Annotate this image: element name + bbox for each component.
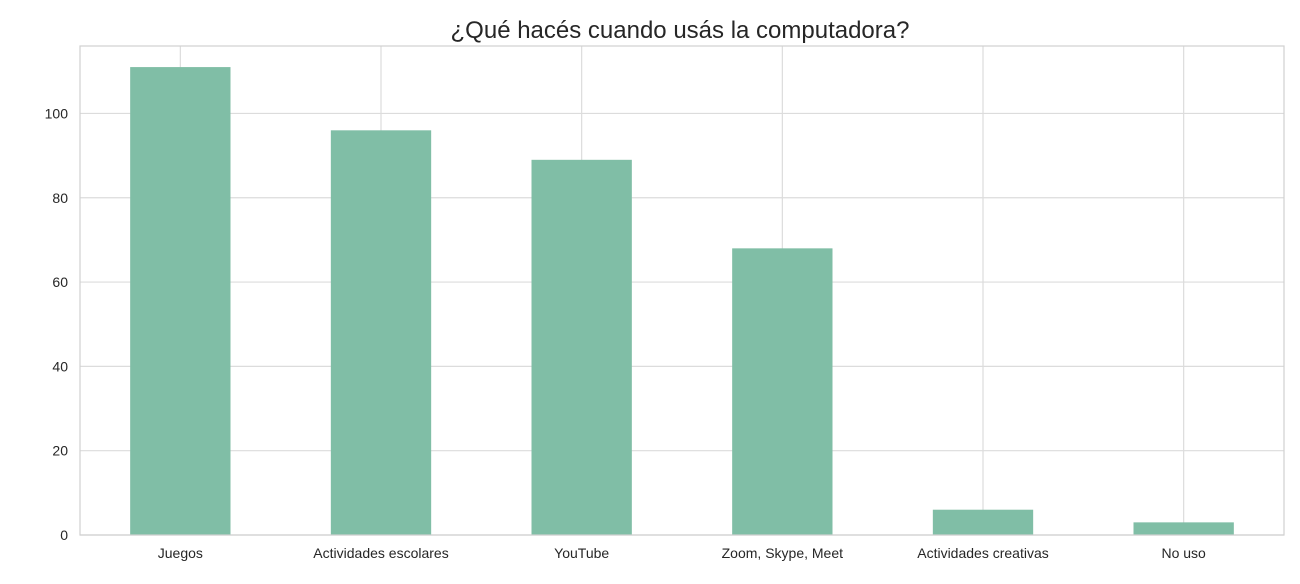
y-tick-label: 80 bbox=[52, 190, 68, 206]
x-tick-label: Actividades escolares bbox=[313, 545, 448, 561]
y-axis-ticks: 0 20 40 60 80 100 bbox=[45, 105, 69, 543]
bar bbox=[531, 159, 632, 535]
x-tick-label: Juegos bbox=[158, 545, 203, 561]
bars bbox=[130, 67, 1234, 536]
x-tick-label: Zoom, Skype, Meet bbox=[722, 545, 843, 561]
x-tick-label: Actividades creativas bbox=[917, 545, 1049, 561]
y-tick-label: 60 bbox=[52, 274, 68, 290]
y-tick-label: 20 bbox=[52, 443, 68, 459]
grid bbox=[80, 46, 1284, 536]
bar bbox=[1133, 522, 1234, 535]
bar bbox=[130, 67, 231, 536]
x-axis-ticks: Juegos Actividades escolares YouTube Zoom, … bbox=[158, 545, 1206, 561]
bar bbox=[330, 130, 432, 535]
y-tick-label: 100 bbox=[45, 105, 69, 121]
bar bbox=[732, 248, 833, 535]
y-tick-label: 40 bbox=[52, 358, 68, 374]
x-tick-label: No uso bbox=[1161, 545, 1206, 561]
bar bbox=[932, 509, 1034, 535]
plot-frame bbox=[79, 45, 1285, 536]
y-tick-label: 0 bbox=[60, 527, 68, 543]
x-tick-label: YouTube bbox=[554, 545, 609, 561]
chart-title: ¿Qué hacés cuando usás la computadora? bbox=[451, 17, 910, 44]
